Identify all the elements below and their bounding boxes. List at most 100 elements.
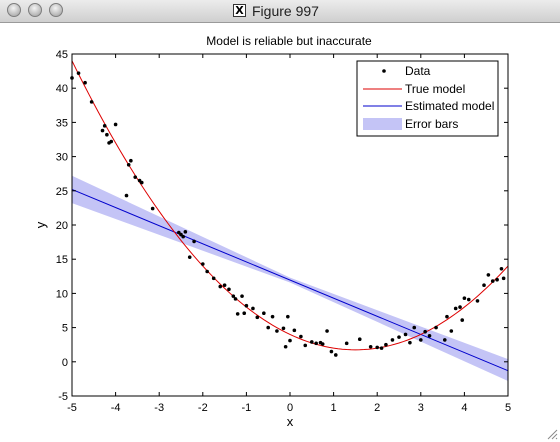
zoom-window-button[interactable] (49, 3, 63, 17)
data-point (133, 175, 138, 179)
data-point (292, 328, 297, 333)
data-point (109, 139, 114, 144)
x-tick-label: -2 (198, 402, 208, 414)
data-point (235, 312, 240, 316)
x-tick-label: 5 (505, 402, 511, 414)
legend: Data True model Estimated model Error ba… (356, 60, 499, 137)
title-bar[interactable]: X Figure 997 (0, 0, 560, 23)
x-tick-label: -3 (154, 402, 164, 414)
data-point (434, 325, 438, 330)
error-band (72, 175, 508, 381)
legend-entry-true-model: True model (405, 82, 465, 96)
data-point (495, 277, 499, 282)
data-point (192, 239, 196, 244)
data-point (466, 297, 471, 302)
data-point (270, 314, 275, 319)
x-tick-label: 1 (331, 402, 337, 414)
data-point (379, 346, 384, 350)
data-point (218, 284, 223, 289)
error-band-layer (72, 175, 508, 381)
data-point (275, 329, 279, 333)
legend-entry-data: Data (405, 64, 431, 78)
data-point (251, 306, 255, 311)
data-point (333, 353, 338, 357)
x-tick-label: 4 (461, 402, 467, 414)
data-point (299, 334, 303, 339)
x11-icon: X (233, 4, 246, 17)
data-point (187, 255, 192, 259)
data-point (255, 315, 260, 320)
data-point (281, 326, 286, 331)
data-point (445, 314, 449, 319)
data-point (403, 332, 408, 337)
data-point (375, 345, 380, 350)
legend-error-bars-swatch (363, 118, 402, 130)
data-point (124, 193, 129, 198)
x-tick-label: 3 (418, 402, 424, 414)
legend-data-marker (382, 69, 386, 73)
data-point (499, 266, 504, 271)
y-tick-label: 20 (56, 220, 68, 232)
data-point (205, 269, 209, 274)
minimize-window-button[interactable] (28, 3, 42, 17)
y-axis-label: y (33, 221, 48, 228)
estimated-model-line (71, 188, 509, 372)
data-point (482, 283, 486, 287)
data-point (427, 334, 432, 338)
close-window-button[interactable] (7, 3, 21, 17)
data-point (325, 329, 329, 333)
data-point (419, 338, 423, 342)
data-point (442, 338, 447, 342)
data-point (490, 279, 495, 283)
data-point (231, 294, 236, 298)
data-point (384, 342, 388, 347)
data-point (462, 296, 467, 300)
x-tick-label: -5 (67, 402, 77, 414)
data-point (460, 318, 465, 322)
data-point (89, 100, 94, 104)
data-point (397, 335, 401, 339)
data-point (329, 349, 334, 354)
data-point (303, 343, 308, 348)
data-point (286, 314, 290, 319)
data-point (183, 230, 188, 234)
data-point (76, 71, 81, 75)
data-point (458, 305, 462, 309)
y-tick-label: 0 (62, 357, 68, 369)
y-axis-ticks: -5 0 5 10 15 20 25 30 35 40 45 (56, 49, 508, 403)
data-point (240, 294, 244, 298)
data-point (314, 341, 318, 346)
data-point (102, 124, 107, 128)
data-point (242, 311, 247, 316)
x-tick-label: 0 (287, 402, 293, 414)
data-point (475, 299, 480, 303)
y-tick-label: 25 (56, 186, 68, 198)
data-point (501, 276, 506, 281)
data-points-layer (70, 71, 506, 357)
data-point (288, 338, 292, 343)
data-point (227, 287, 231, 292)
data-point (211, 276, 216, 281)
data-point (126, 163, 131, 167)
y-tick-label: 40 (56, 83, 68, 95)
data-point (310, 340, 314, 344)
data-point (486, 273, 491, 277)
resize-grip-icon[interactable] (546, 428, 558, 440)
data-point (181, 234, 185, 239)
data-point (390, 338, 395, 342)
data-point (368, 344, 373, 349)
data-point (150, 206, 155, 211)
data-point (113, 122, 118, 127)
x-tick-label: 2 (374, 402, 380, 414)
data-point (262, 311, 266, 316)
data-point (233, 297, 238, 301)
data-point (201, 262, 205, 266)
data-point (449, 329, 454, 333)
data-point (283, 344, 288, 349)
x-tick-label: -4 (111, 402, 121, 414)
y-tick-label: 45 (56, 49, 68, 61)
data-point (423, 329, 427, 334)
data-point (83, 80, 87, 85)
